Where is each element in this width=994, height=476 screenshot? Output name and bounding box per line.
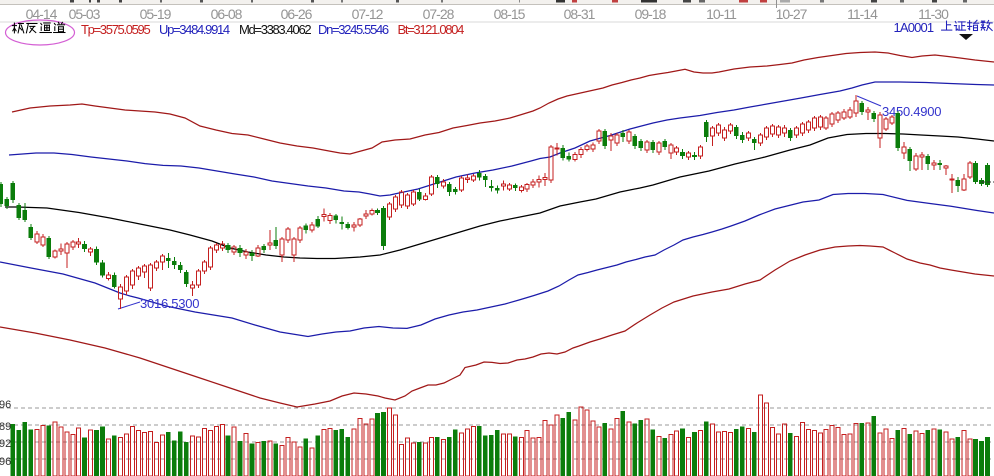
svg-text:Dn=3245.5546: Dn=3245.5546 (318, 22, 389, 37)
svg-text:10-11: 10-11 (706, 6, 737, 22)
svg-text:05-19: 05-19 (140, 6, 172, 22)
svg-text:08-15: 08-15 (494, 6, 526, 22)
svg-text:96: 96 (0, 456, 11, 468)
svg-text:07-28: 07-28 (423, 6, 455, 22)
svg-text:Tp=3575.0595: Tp=3575.0595 (81, 22, 150, 37)
svg-text:96: 96 (0, 399, 11, 411)
svg-text:06-26: 06-26 (281, 6, 313, 22)
svg-text:09-18: 09-18 (635, 6, 667, 22)
svg-text:07-12: 07-12 (352, 6, 384, 22)
svg-text:08-31: 08-31 (564, 6, 596, 22)
svg-text:10-27: 10-27 (776, 6, 808, 22)
svg-text:3016.5300: 3016.5300 (140, 296, 199, 311)
svg-text:11-30: 11-30 (918, 6, 949, 22)
svg-text:11-14: 11-14 (847, 6, 878, 22)
svg-text:05-03: 05-03 (69, 6, 101, 22)
svg-text:1A0001: 1A0001 (894, 20, 934, 35)
svg-text:89: 89 (0, 421, 11, 433)
svg-text:06-08: 06-08 (211, 6, 243, 22)
svg-text:Bt=3121.0804: Bt=3121.0804 (398, 22, 465, 37)
svg-text:04-14: 04-14 (26, 6, 58, 22)
svg-text:Md=3383.4062: Md=3383.4062 (239, 22, 311, 37)
svg-text:92: 92 (0, 438, 11, 450)
svg-text:Up=3484.9914: Up=3484.9914 (159, 22, 230, 37)
